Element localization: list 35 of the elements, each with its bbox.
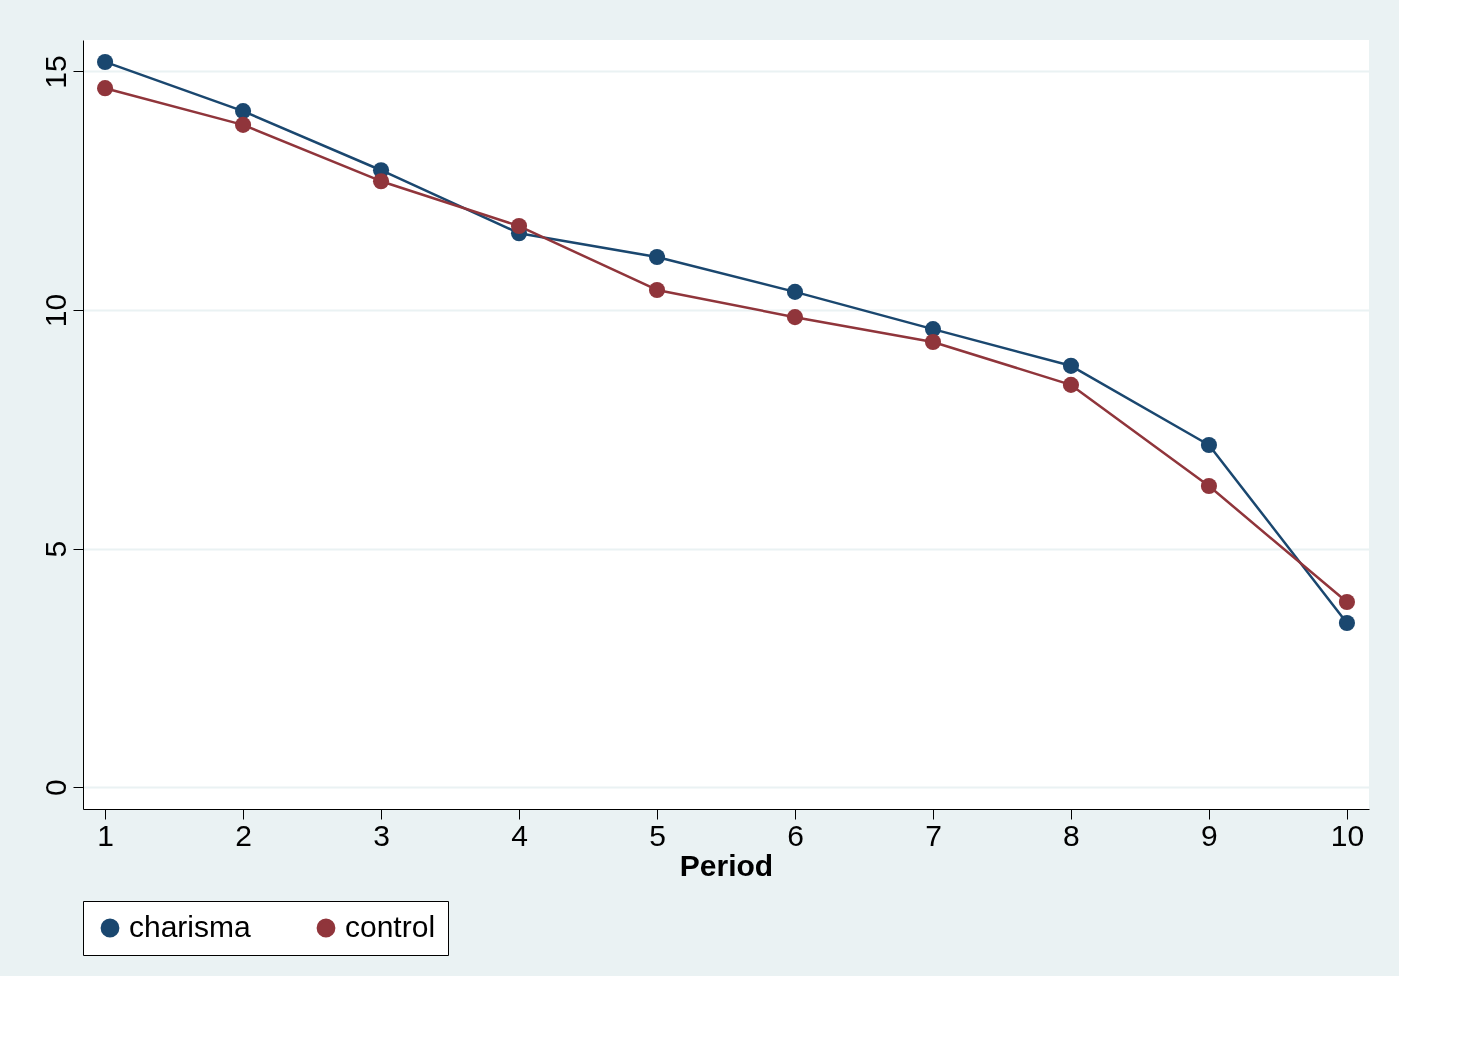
legend-label: control [345,910,436,943]
point [1062,376,1080,393]
x-tick-label: 9 [1201,818,1218,852]
x-tick-label: 4 [511,818,528,852]
point [235,103,252,120]
x-tick-label: 5 [649,818,666,852]
point [786,283,804,300]
x-tick-label: 2 [235,818,252,852]
point [786,309,804,326]
point [97,80,114,97]
point [1062,357,1080,374]
point [1200,477,1217,495]
legend-label: charisma [129,910,252,943]
point [1200,436,1217,454]
point [235,116,252,133]
point [648,281,666,299]
point [924,321,942,338]
x-tick-label: 3 [373,818,390,852]
y-tick-label: 15 [38,55,72,89]
y-tick-label: 5 [38,540,72,558]
x-tick-label: 1 [97,818,114,852]
x-tick-label: 8 [1063,818,1080,852]
point [1338,614,1355,631]
x-axis-title: Period [679,848,774,882]
point [97,53,114,70]
point [924,333,942,351]
x-tick-label: 7 [925,818,942,852]
x-tick-label: 6 [787,818,804,852]
point [372,173,390,190]
point [648,249,666,266]
point [510,218,528,235]
y-tick-label: 10 [38,293,72,328]
point [1338,593,1355,611]
y-tick-label: 0 [38,779,72,796]
x-tick-label: 10 [1330,818,1365,852]
